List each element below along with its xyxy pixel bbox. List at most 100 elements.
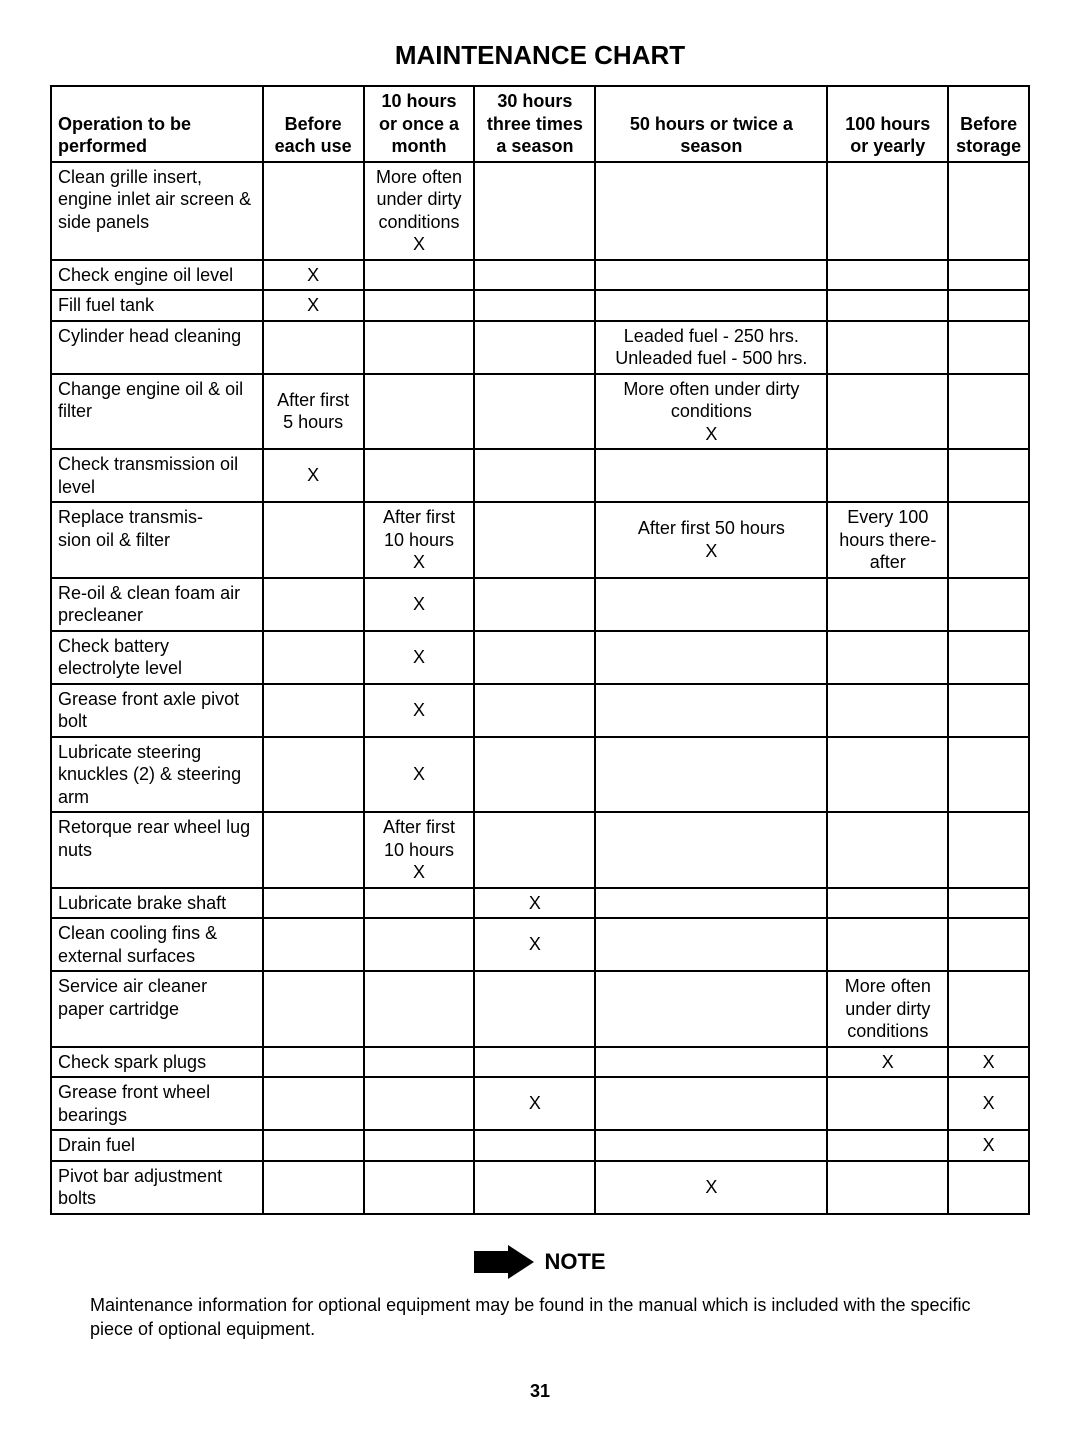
cell-value bbox=[595, 1130, 827, 1161]
cell-value bbox=[474, 162, 595, 260]
cell-operation: Check battery electrolyte level bbox=[51, 631, 263, 684]
maintenance-chart-table: Operation to be performed Before each us… bbox=[50, 85, 1030, 1215]
table-row: Clean grille insert, engine inlet air sc… bbox=[51, 162, 1029, 260]
cell-value bbox=[827, 888, 948, 919]
cell-value bbox=[948, 578, 1029, 631]
cell-value bbox=[474, 260, 595, 291]
cell-value bbox=[595, 631, 827, 684]
cell-operation: Grease front wheel bearings bbox=[51, 1077, 263, 1130]
cell-value bbox=[364, 1077, 475, 1130]
cell-value: After first 5 hours bbox=[263, 374, 364, 450]
cell-value bbox=[827, 449, 948, 502]
cell-value bbox=[595, 162, 827, 260]
cell-value bbox=[474, 578, 595, 631]
cell-value: Leaded fuel - 250 hrs.Unleaded fuel - 50… bbox=[595, 321, 827, 374]
cell-operation: Check transmission oil level bbox=[51, 449, 263, 502]
cell-value bbox=[827, 1077, 948, 1130]
cell-operation: Replace transmis-sion oil & filter bbox=[51, 502, 263, 578]
cell-value: More often under dirty conditions bbox=[827, 971, 948, 1047]
cell-value bbox=[364, 321, 475, 374]
cell-value bbox=[474, 737, 595, 813]
table-row: Cylinder head cleaning Leaded fuel - 250 … bbox=[51, 321, 1029, 374]
cell-value bbox=[595, 449, 827, 502]
cell-value bbox=[827, 812, 948, 888]
cell-value bbox=[263, 1077, 364, 1130]
note-text: Maintenance information for optional equ… bbox=[90, 1293, 990, 1342]
page-title: MAINTENANCE CHART bbox=[50, 40, 1030, 71]
note-callout: NOTE bbox=[50, 1245, 1030, 1279]
col-header-10hours: 10 hours or once a month bbox=[364, 86, 475, 162]
cell-value bbox=[948, 502, 1029, 578]
cell-value bbox=[595, 1047, 827, 1078]
cell-operation: Clean grille insert, engine inlet air sc… bbox=[51, 162, 263, 260]
cell-value bbox=[827, 631, 948, 684]
cell-value bbox=[263, 578, 364, 631]
cell-value bbox=[474, 1047, 595, 1078]
table-row: Grease front axle pivot bolt X bbox=[51, 684, 1029, 737]
cell-value bbox=[827, 374, 948, 450]
note-label: NOTE bbox=[544, 1249, 605, 1275]
cell-value bbox=[595, 684, 827, 737]
cell-operation: Cylinder head cleaning bbox=[51, 321, 263, 374]
cell-value: X bbox=[474, 888, 595, 919]
page-number: 31 bbox=[50, 1381, 1030, 1402]
cell-value: X bbox=[263, 290, 364, 321]
cell-value bbox=[263, 918, 364, 971]
cell-value bbox=[474, 684, 595, 737]
cell-value bbox=[364, 971, 475, 1047]
cell-value: X bbox=[364, 631, 475, 684]
cell-value bbox=[827, 260, 948, 291]
cell-value bbox=[948, 290, 1029, 321]
cell-operation: Drain fuel bbox=[51, 1130, 263, 1161]
cell-value bbox=[364, 374, 475, 450]
cell-value: X bbox=[364, 578, 475, 631]
cell-value: X bbox=[364, 684, 475, 737]
cell-value: X bbox=[474, 918, 595, 971]
cell-value: Every 100 hours there-after bbox=[827, 502, 948, 578]
table-row: Replace transmis-sion oil & filterAfter … bbox=[51, 502, 1029, 578]
cell-value bbox=[474, 812, 595, 888]
cell-value bbox=[948, 631, 1029, 684]
cell-value bbox=[263, 1047, 364, 1078]
col-header-50hours: 50 hours or twice a season bbox=[595, 86, 827, 162]
cell-value bbox=[948, 888, 1029, 919]
cell-value bbox=[263, 162, 364, 260]
table-row: Lubricate brake shaft X bbox=[51, 888, 1029, 919]
cell-value bbox=[948, 918, 1029, 971]
cell-value: X bbox=[948, 1130, 1029, 1161]
cell-value bbox=[595, 888, 827, 919]
cell-value bbox=[948, 971, 1029, 1047]
cell-operation: Re-oil & clean foam air precleaner bbox=[51, 578, 263, 631]
cell-value bbox=[595, 578, 827, 631]
cell-operation: Check spark plugs bbox=[51, 1047, 263, 1078]
table-row: Drain fuel X bbox=[51, 1130, 1029, 1161]
cell-value bbox=[948, 374, 1029, 450]
cell-value bbox=[364, 888, 475, 919]
cell-value bbox=[595, 260, 827, 291]
cell-value bbox=[263, 321, 364, 374]
cell-value bbox=[364, 1130, 475, 1161]
cell-value bbox=[364, 260, 475, 291]
table-row: Check spark plugsXX bbox=[51, 1047, 1029, 1078]
cell-value bbox=[595, 737, 827, 813]
cell-value bbox=[263, 631, 364, 684]
cell-value bbox=[827, 290, 948, 321]
table-body: Clean grille insert, engine inlet air sc… bbox=[51, 162, 1029, 1214]
cell-value bbox=[263, 502, 364, 578]
cell-operation: Lubricate brake shaft bbox=[51, 888, 263, 919]
col-header-storage: Before storage bbox=[948, 86, 1029, 162]
cell-value bbox=[595, 971, 827, 1047]
cell-value: After first 10 hoursX bbox=[364, 812, 475, 888]
cell-value: More often under dirty conditionsX bbox=[595, 374, 827, 450]
cell-value: X bbox=[948, 1047, 1029, 1078]
cell-value bbox=[948, 449, 1029, 502]
cell-value bbox=[948, 260, 1029, 291]
cell-operation: Grease front axle pivot bolt bbox=[51, 684, 263, 737]
table-header-row: Operation to be performed Before each us… bbox=[51, 86, 1029, 162]
cell-value bbox=[595, 918, 827, 971]
cell-operation: Change engine oil & oil filter bbox=[51, 374, 263, 450]
cell-value bbox=[827, 1161, 948, 1214]
cell-value bbox=[948, 1161, 1029, 1214]
cell-operation: Clean cooling fins & external surfaces bbox=[51, 918, 263, 971]
cell-value: X bbox=[595, 1161, 827, 1214]
